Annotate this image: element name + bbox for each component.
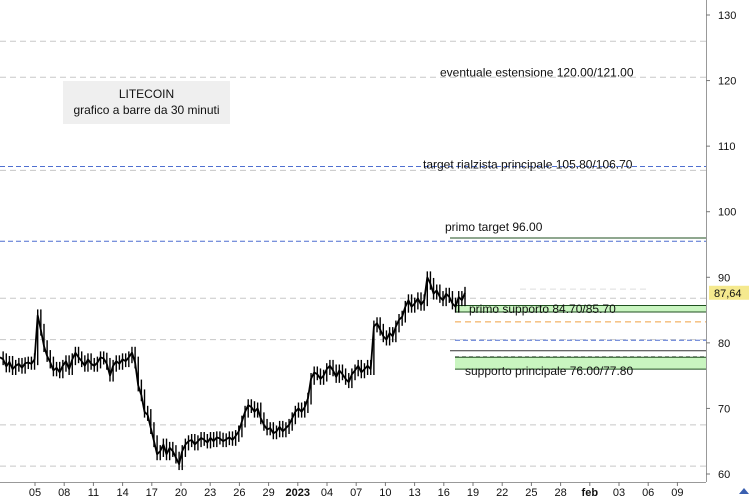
x-tick-label: 07 xyxy=(350,487,362,499)
level-label: supporto principale 76.00/77.80 xyxy=(465,364,633,378)
x-tick-label: 11 xyxy=(88,487,99,499)
x-tick-label: 17 xyxy=(146,487,158,499)
x-tick-label: 25 xyxy=(525,487,537,499)
x-tick-label: 19 xyxy=(467,487,479,499)
y-tick-label: 70 xyxy=(718,403,730,415)
x-tick-label: 22 xyxy=(496,487,508,499)
price-line xyxy=(0,276,466,466)
zone-primo-supporto xyxy=(455,305,706,313)
x-tick-label: 20 xyxy=(175,487,187,499)
y-tick-label: 60 xyxy=(718,469,730,481)
y-tick-label: 100 xyxy=(718,207,736,219)
x-tick-label: 29 xyxy=(262,487,274,499)
level-label: primo supporto 84.70/85.70 xyxy=(469,302,616,316)
level-label: primo target 96.00 xyxy=(445,220,543,234)
y-tick-label: 80 xyxy=(718,338,730,350)
scroll-arrow-icon[interactable] xyxy=(739,488,749,494)
x-tick-label: 13 xyxy=(408,487,420,499)
y-tick-label: 120 xyxy=(718,76,736,88)
x-tick-label: 03 xyxy=(613,487,625,499)
x-tick-label: 2023 xyxy=(286,487,310,499)
zone-supporto-principale xyxy=(455,357,706,370)
x-tick-label: 23 xyxy=(204,487,216,499)
y-tick-label: 90 xyxy=(718,272,730,284)
x-tick-label: 10 xyxy=(379,487,391,499)
x-tick-label: 04 xyxy=(321,487,333,499)
chart-subtitle: grafico a barre da 30 minuti xyxy=(73,103,220,117)
x-tick-label: 05 xyxy=(29,487,41,499)
x-tick-label: 09 xyxy=(671,487,683,499)
last-price-tag xyxy=(709,285,749,300)
x-tick-label: 06 xyxy=(642,487,654,499)
x-tick-label: 26 xyxy=(233,487,245,499)
x-tick-label: 08 xyxy=(58,487,70,499)
y-tick-label: 110 xyxy=(718,141,736,153)
chart-title-box: LITECOIN grafico a barre da 30 minuti xyxy=(63,81,230,124)
x-tick-label: feb xyxy=(582,487,599,499)
level-label: target rialzista principale 105.80/106.7… xyxy=(423,158,633,172)
last-price-label: 87,64 xyxy=(714,288,742,300)
chart-title: LITECOIN xyxy=(118,87,175,101)
x-tick-label: 28 xyxy=(554,487,566,499)
y-tick-label: 130 xyxy=(718,10,736,22)
x-tick-label: 16 xyxy=(438,487,450,499)
x-tick-label: 14 xyxy=(116,487,128,499)
level-label: eventuale estensione 120.00/121.00 xyxy=(440,65,634,79)
